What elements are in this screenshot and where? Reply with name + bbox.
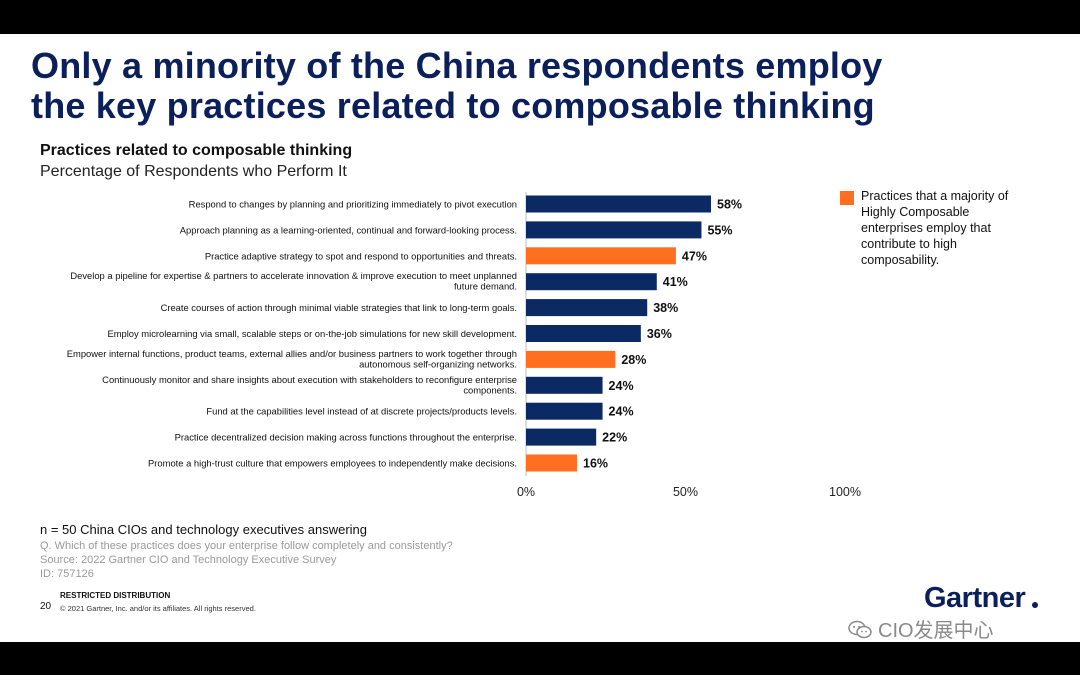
- legend-text: Practices that a majority of Highly Comp…: [861, 189, 1009, 267]
- bar-value-label-11: 16%: [583, 457, 608, 471]
- category-label-4-line-1: Develop a pipeline for expertise & partn…: [70, 270, 517, 281]
- document-id: ID: 757126: [40, 568, 94, 580]
- category-label-4-line-2: future demand.: [454, 281, 517, 292]
- bar-value-label-2: 55%: [707, 223, 732, 237]
- bar-11: [526, 454, 578, 472]
- bar-value-label-9: 24%: [609, 405, 634, 419]
- chart-heading: Practices related to composable thinking: [40, 142, 353, 159]
- bar-value-label-5: 38%: [653, 301, 678, 315]
- bar-2: [526, 221, 702, 239]
- bar-value-label-1: 58%: [717, 198, 742, 212]
- slide-title: Only a minority of the China respondents…: [31, 46, 1051, 126]
- bar-6: [526, 325, 641, 342]
- bar-value-label-7: 28%: [621, 353, 646, 367]
- category-label-8-line-2: components.: [463, 384, 517, 395]
- bar-3: [526, 247, 676, 265]
- category-label-6: Employ microlearning via small, scalable…: [107, 328, 517, 339]
- sample-size-note: n = 50 China CIOs and technology executi…: [40, 522, 367, 537]
- restricted-distribution: RESTRICTED DISTRIBUTION: [60, 591, 171, 600]
- bar-value-label-10: 22%: [602, 431, 627, 445]
- bar-chart: 58% Respond to changes by planning and pr…: [67, 192, 861, 499]
- bar-value-label-6: 36%: [647, 327, 672, 341]
- category-label-11: Promote a high-trust culture that empowe…: [148, 458, 517, 469]
- bar-value-label-3: 47%: [682, 249, 707, 263]
- bar-10: [526, 428, 597, 446]
- category-label-3: Practice adaptive strategy to spot and r…: [205, 250, 517, 261]
- watermark-text: CIO发展中心: [878, 620, 994, 642]
- category-label-5: Create courses of action through minimal…: [161, 302, 517, 313]
- bar-value-label-8: 24%: [609, 379, 634, 393]
- title-line-2: the key practices related to composable …: [31, 85, 875, 126]
- bar-7: [526, 350, 616, 368]
- bar-8: [526, 376, 603, 394]
- slide: Only a minority of the China respondents…: [0, 34, 1080, 642]
- copyright: © 2021 Gartner, Inc. and/or its affiliat…: [60, 604, 256, 613]
- x-tick-label-50pct: 50%: [673, 485, 698, 499]
- source-note: Source: 2022 Gartner CIO and Technology …: [40, 554, 337, 566]
- chart-subheading: Percentage of Respondents who Perform It: [40, 163, 347, 180]
- gartner-logo-dot: [1032, 602, 1038, 608]
- title-line-1: Only a minority of the China respondents…: [31, 45, 883, 86]
- bar-4: [526, 273, 657, 291]
- bar-1: [526, 195, 712, 213]
- legend-swatch-orange: [840, 191, 854, 205]
- gartner-logo: Gartner: [924, 582, 1026, 614]
- bar-5: [526, 299, 648, 317]
- category-label-2: Approach planning as a learning-oriented…: [180, 224, 517, 235]
- bar-9: [526, 402, 603, 420]
- category-label-9: Fund at the capabilities level instead o…: [206, 406, 517, 417]
- x-tick-label-0pct: 0%: [517, 485, 535, 499]
- watermark: CIO发展中心: [848, 614, 994, 642]
- x-tick-label-100pct: 100%: [829, 485, 861, 499]
- wechat-icon: [848, 620, 872, 639]
- page-number: 20: [40, 601, 52, 612]
- category-label-8-line-1: Continuously monitor and share insights …: [102, 374, 517, 385]
- category-label-10: Practice decentralized decision making a…: [175, 432, 517, 443]
- category-label-1: Respond to changes by planning and prior…: [189, 199, 517, 210]
- bar-value-label-4: 41%: [663, 275, 688, 289]
- category-label-7-line-1: Empower internal functions, product team…: [67, 348, 517, 359]
- category-label-7-line-2: autonomous self-organizing networks.: [359, 358, 517, 369]
- survey-question: Q. Which of these practices does your en…: [40, 540, 453, 552]
